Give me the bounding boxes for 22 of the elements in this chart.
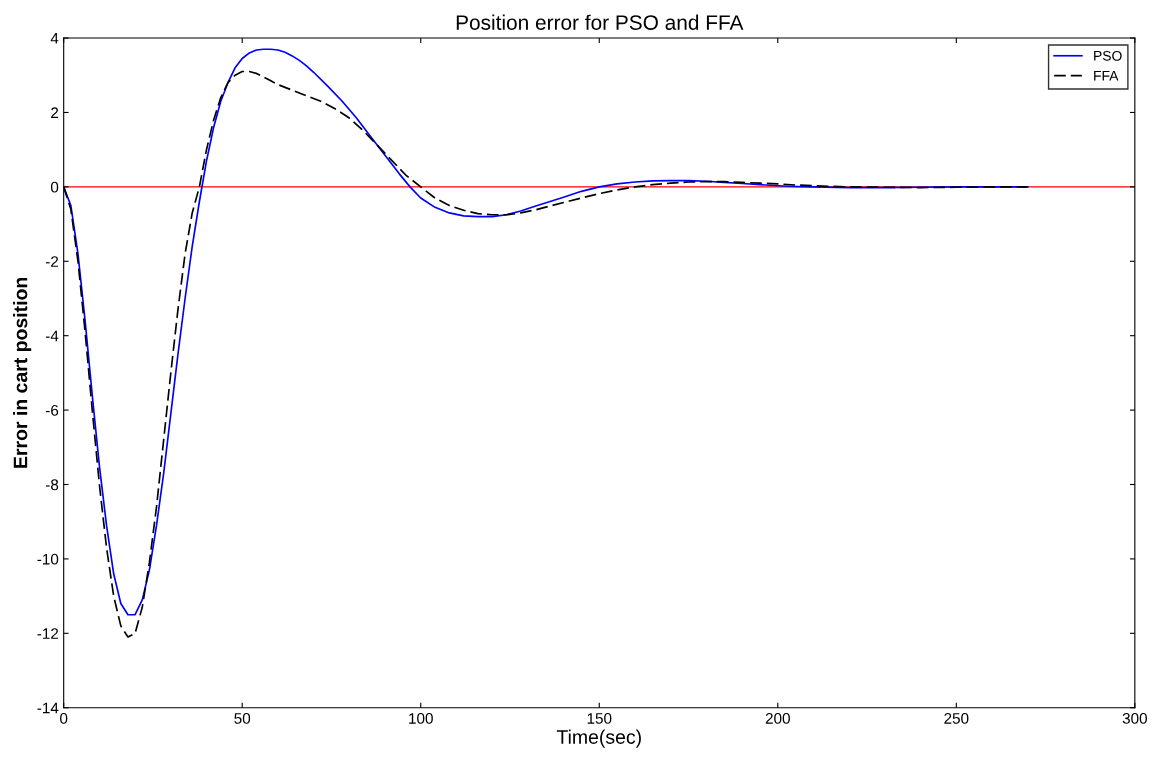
- legend-label: PSO: [1094, 50, 1122, 61]
- y-tick-label: 2: [51, 107, 59, 118]
- x-axis-title: Time(sec): [556, 729, 641, 748]
- x-tick-label: 200: [765, 712, 790, 724]
- y-tick-label: -10: [37, 553, 59, 565]
- y-tick-label: 0: [50, 181, 59, 193]
- y-axis-title: Error in cart position: [13, 277, 32, 468]
- x-tick-label: 50: [234, 712, 251, 724]
- y-tick-label: -6: [45, 404, 59, 416]
- chart-title: Position error for PSO and FFA: [456, 14, 744, 30]
- y-tick-label: -12: [37, 628, 59, 639]
- y-tick-label: -2: [45, 256, 59, 267]
- y-tick-label: -8: [45, 479, 59, 491]
- legend-label: FFA: [1094, 70, 1119, 81]
- x-tick-label: 0: [60, 712, 68, 724]
- x-tick-label: 150: [587, 712, 612, 724]
- y-tick-label: -4: [45, 330, 59, 342]
- x-tick-label: 300: [1122, 712, 1147, 724]
- x-tick-label: 250: [944, 712, 969, 724]
- y-tick-label: 4: [50, 33, 59, 44]
- x-tick-label: 100: [409, 712, 433, 724]
- y-tick-label: -14: [37, 702, 59, 714]
